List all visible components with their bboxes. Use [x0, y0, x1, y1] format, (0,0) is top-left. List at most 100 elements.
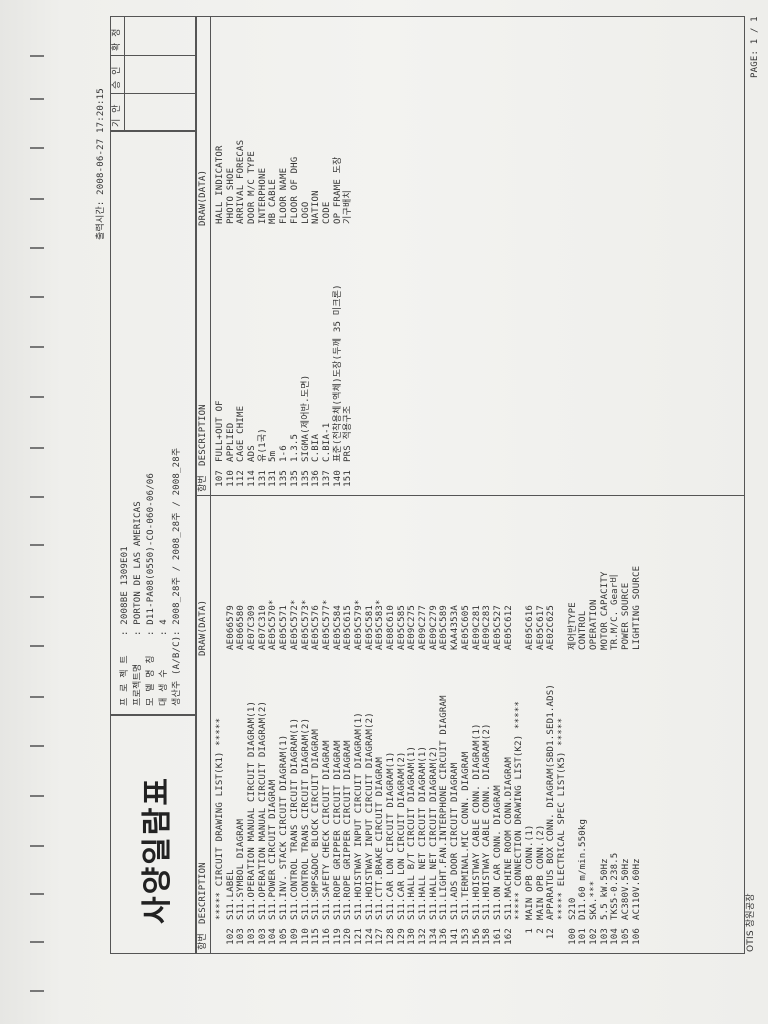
left-row-draw: AE05C616 — [524, 605, 535, 650]
left-row-no: 103 — [257, 928, 268, 945]
left-row-no: 103 — [236, 928, 247, 945]
left-row-no: 106 — [631, 928, 642, 945]
left-row-desc: D11.60 m/min.550kg — [578, 818, 589, 920]
left-row-draw: AE05C576 — [311, 605, 322, 650]
left-row-no: 130 — [407, 928, 418, 945]
left-row-no: 127 — [375, 928, 386, 945]
left-row-no: 119 — [332, 928, 343, 945]
left-row-desc: AC110V.60Hz — [631, 858, 642, 920]
left-row-desc: TKS5-0.238.5 — [610, 852, 621, 920]
company-name: OTIS 창원공장 — [746, 893, 756, 952]
left-row-no: 158 — [482, 928, 493, 945]
left-row-desc: S11.LIGHT.FAN.INTERPHONE CIRCUIT DIAGRAM — [439, 695, 450, 920]
left-row-desc: S11.CONTROL TRANS CIRCUIT DIAGRAM(2) — [300, 717, 311, 920]
left-row-draw: AE09C277 — [418, 605, 429, 650]
right-row-desc: 유(1국) — [257, 428, 268, 462]
left-row-draw: MOTOR CAPACITY — [599, 571, 610, 650]
left-row-draw: AE066580 — [236, 605, 247, 650]
left-row-no: 132 — [418, 928, 429, 945]
left-row-no — [514, 928, 525, 950]
left-row-no: 161 — [492, 928, 503, 945]
right-row-draw: NATION — [311, 190, 322, 224]
left-header-no: 항번 — [198, 933, 208, 950]
left-row-no: 115 — [311, 928, 322, 945]
right-row-no: 137 — [321, 470, 332, 487]
left-row-no: 121 — [353, 928, 364, 945]
left-row-no: 105 — [621, 928, 632, 945]
left-row-draw: AE066579 — [225, 605, 236, 650]
left-row-desc: S11.SAFETY CHECK CIRCUIT DIAGRAM — [321, 740, 332, 920]
left-desc-column: ***** CIRCUIT DRAWING LIST(K1) ***** S11.… — [215, 684, 643, 920]
left-row-desc: S11.POWER CIRCUIT DIAGRAM — [268, 779, 279, 920]
left-row-desc: S11.HOISTWAY INPUT CIRCUIT DIAGRAM(2) — [364, 712, 375, 920]
print-time: 출력시간: 2008-06-27 17:20:15 — [96, 88, 106, 240]
right-header-no: 항번 — [198, 475, 208, 492]
right-row-no: 112 — [236, 470, 247, 487]
left-row-desc: SKA.*** — [589, 880, 600, 920]
left-row-draw: AE05C612 — [503, 605, 514, 650]
left-row-draw: AE02C625 — [546, 605, 557, 650]
left-row-no: 102 — [589, 928, 600, 945]
right-row-draw: LOGO — [300, 201, 311, 224]
left-row-draw: AE07C309 — [247, 605, 258, 650]
right-draw-column: HALL INDICATOR PHOTO SHOE ARRIVAL FORECAS D… — [215, 140, 354, 224]
left-row-draw: AE05C571 — [279, 605, 290, 650]
left-row-desc: MAIN OPB CONN.(2) — [535, 824, 546, 920]
left-row-no: 128 — [386, 928, 396, 945]
info-value-project-name: : PORTON DE LAS AMERICAS — [133, 501, 143, 636]
left-row-draw: AE05C617 — [535, 605, 546, 650]
left-row-desc: S11.SYMBOL DIAGRAM — [236, 818, 247, 920]
left-row-desc: AC380V.50Hz — [621, 858, 632, 920]
right-row-no: 140 — [332, 470, 343, 487]
left-row-desc: S11.OPERATION MANUAL CIRCUIT DIAGRAM(1) — [247, 700, 258, 920]
left-row-desc: S11.HOISTWAY CABLE CONN. DIAGRAM(2) — [482, 723, 493, 920]
right-row-draw: DOOR M/C TYPE — [247, 150, 258, 224]
left-row-no — [215, 928, 226, 950]
right-row-no: 135 — [300, 470, 311, 487]
left-row-draw: AE05C573* — [300, 599, 311, 650]
left-row-draw: POWER SOURCE — [621, 582, 632, 650]
right-no-column: 107 110 112 114 131 131 135 135 135 136 137 140 151 — [215, 470, 354, 492]
left-row-no: 129 — [396, 928, 407, 945]
left-row-draw — [215, 566, 226, 650]
info-label-project-name: 프로젝트명 — [133, 663, 143, 706]
page-number: PAGE: 1 / 1 — [750, 16, 760, 78]
left-row-no: 136 — [439, 928, 450, 945]
left-row-desc: S11.HALL NET CIRCUIT DIAGRAM(2) — [428, 745, 439, 920]
right-row-no: 107 — [215, 470, 225, 487]
left-row-no: 141 — [450, 928, 461, 945]
right-header-desc: DESCRIPTION — [198, 404, 208, 466]
left-header-draw: DRAW(DATA) — [198, 599, 208, 656]
right-row-draw: ARRIVAL FORECAS — [236, 139, 247, 224]
left-row-desc: S11.CONTROL TRANS CIRCUIT DIAGRAM(1) — [289, 717, 300, 920]
left-row-desc: S11.HOISTWAY CABLE CONN. DIAGRAM(1) — [471, 723, 482, 920]
left-row-no: 124 — [364, 928, 375, 945]
left-row-desc: S11.INV. STACK CIRCUIT DIAGRAM(1) — [279, 734, 290, 920]
left-row-no: 100 — [567, 928, 578, 945]
left-row-no: 162 — [503, 928, 514, 945]
left-row-desc: ***** ELECTRICAL SPEC LIST(K5) ***** — [557, 717, 567, 920]
right-row-no: 151 — [343, 470, 354, 487]
approval-draft: 기 안 — [112, 104, 122, 127]
left-row-desc: S11.TERMINAL.MIC CONN. DIAGRAM — [460, 751, 471, 920]
right-row-no: 131 — [268, 470, 279, 487]
info-value-model: : D11-PA08(0550)-CO-060-06/06 — [146, 473, 156, 636]
left-row-draw: TR.M/C. Gear비 — [610, 574, 621, 650]
left-row-draw: AE05C583* — [375, 599, 386, 650]
info-values: : 2008BE 1309E01 : PORTON DE LAS AMERICA… — [120, 448, 185, 636]
left-row-desc: ***** CIRCUIT DRAWING LIST(K1) ***** — [215, 717, 225, 920]
right-row-desc: 5m — [268, 450, 279, 462]
left-row-draw: LIGHTING SOURCE — [631, 565, 642, 650]
info-value-units: : 4 — [159, 619, 169, 636]
info-labels: 프 로 젝 트 프로젝트명 모 델 명 칭 대 생 수 생산주 (A/B/C) — [120, 636, 185, 706]
left-row-draw: AE05C570* — [268, 599, 279, 650]
info-value-production-week: : 2008_28주 / 2008_28주 / 2008_28주 — [172, 447, 182, 636]
left-row-draw: KAA4353A — [450, 605, 461, 650]
left-row-no: 110 — [300, 928, 311, 945]
left-row-no: 109 — [289, 928, 300, 945]
left-row-draw — [557, 566, 568, 650]
left-row-draw — [514, 566, 525, 650]
approval-approve: 승 인 — [112, 66, 122, 89]
left-row-desc: S11.ON CAR CONN. DIAGRAM — [492, 785, 503, 920]
left-row-draw: AE05C584 — [332, 605, 343, 650]
